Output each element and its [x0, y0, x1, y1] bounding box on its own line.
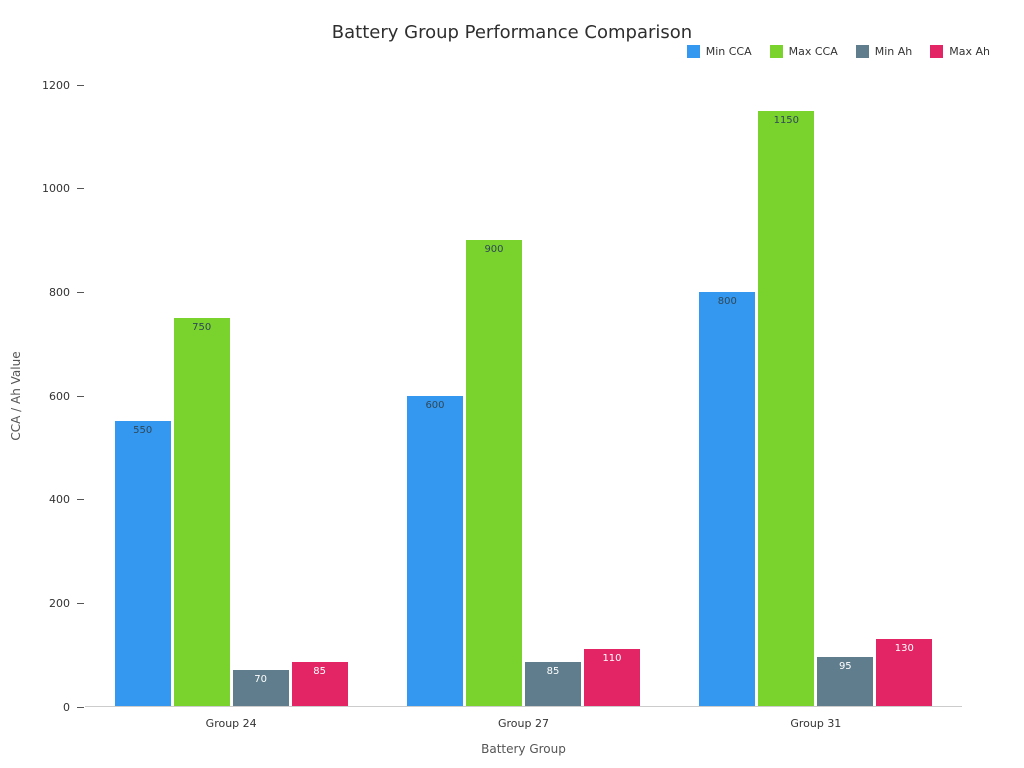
- legend-label: Max CCA: [788, 45, 838, 58]
- legend-item: Max CCA: [769, 45, 838, 58]
- chart-title: Battery Group Performance Comparison: [331, 22, 693, 43]
- bar-value-label: 600: [425, 399, 445, 411]
- bar-value-label: 800: [717, 296, 737, 307]
- y-tick-mark: [77, 291, 84, 293]
- y-tick-label: 0: [63, 700, 70, 714]
- y-tick-label: 600: [49, 389, 70, 403]
- legend-swatch: [769, 45, 783, 58]
- bar-group: 600 900 85 110 Group 27: [377, 85, 669, 730]
- legend-swatch: [930, 45, 944, 58]
- bar-groups: 550 750 70 85 Group 24 600 900 85 110 Group 27 800…: [85, 85, 962, 730]
- bar-min-cca: 800: [699, 292, 756, 706]
- y-tick-label: 1000: [42, 182, 70, 196]
- bar-min-cca: 550: [114, 421, 171, 706]
- y-tick-mark: [77, 84, 84, 86]
- bar-min-cca: 600: [406, 395, 463, 706]
- y-tick: 600: [49, 389, 84, 403]
- bar-value-label: 900: [484, 244, 504, 256]
- bar-min-ah: 95: [817, 656, 874, 706]
- bar-max-cca: 750: [173, 317, 230, 706]
- bar-group: 800 1150 95 130 Group 31: [670, 85, 962, 730]
- bar-max-ah: 130: [876, 638, 933, 706]
- legend-label: Min CCA: [705, 45, 752, 58]
- y-tick: 800: [49, 285, 84, 299]
- bar-value-label: 70: [254, 673, 268, 685]
- y-axis: 0 200 400 600 800 1000 1200: [0, 79, 84, 714]
- y-tick-mark: [77, 395, 84, 397]
- bar-max-ah: 85: [291, 662, 348, 706]
- plot-area: 550 750 70 85 Group 24 600 900 85 110 Group 27 800…: [85, 85, 962, 730]
- legend-item: Max Ah: [930, 45, 990, 58]
- bar-group: 550 750 70 85 Group 24: [85, 85, 377, 730]
- y-tick-mark: [77, 706, 84, 708]
- legend: Min CCA Max CCA Min Ah Max Ah: [686, 45, 990, 58]
- x-tick-label: Group 24: [205, 717, 257, 730]
- legend-swatch: [855, 45, 869, 58]
- bar-min-ah: 70: [232, 669, 289, 706]
- bar-max-cca: 1150: [758, 110, 815, 706]
- legend-item: Min Ah: [855, 45, 913, 58]
- y-tick: 200: [49, 596, 84, 610]
- y-tick-mark: [77, 499, 84, 501]
- y-tick: 0: [63, 700, 84, 714]
- legend-item: Min CCA: [686, 45, 752, 58]
- y-tick-mark: [77, 602, 84, 604]
- bar-min-ah: 85: [524, 662, 581, 706]
- x-tick-label: Group 27: [498, 717, 549, 730]
- bar-max-ah: 110: [583, 649, 640, 706]
- y-tick-label: 200: [49, 596, 70, 610]
- y-tick-label: 1200: [42, 78, 70, 92]
- legend-swatch: [686, 45, 700, 58]
- bar-value-label: 1150: [773, 114, 800, 126]
- y-tick-mark: [77, 188, 84, 190]
- bar-value-label: 85: [313, 666, 327, 678]
- bar-value-label: 550: [133, 425, 153, 437]
- bar-value-label: 750: [192, 321, 212, 333]
- bar-value-label: 85: [546, 666, 560, 678]
- y-tick: 1000: [42, 182, 84, 196]
- bar-value-label: 130: [894, 642, 914, 654]
- bar-value-label: 110: [602, 653, 622, 665]
- x-axis-label: Battery Group: [481, 742, 566, 756]
- x-tick-label: Group 31: [790, 717, 842, 730]
- y-tick: 400: [49, 493, 84, 507]
- bar-value-label: 95: [838, 660, 852, 672]
- legend-label: Min Ah: [874, 45, 913, 58]
- bar-max-cca: 900: [465, 240, 522, 706]
- y-tick-label: 800: [49, 285, 70, 299]
- y-tick-label: 400: [49, 493, 70, 507]
- legend-label: Max Ah: [949, 45, 990, 58]
- y-tick: 1200: [42, 78, 84, 92]
